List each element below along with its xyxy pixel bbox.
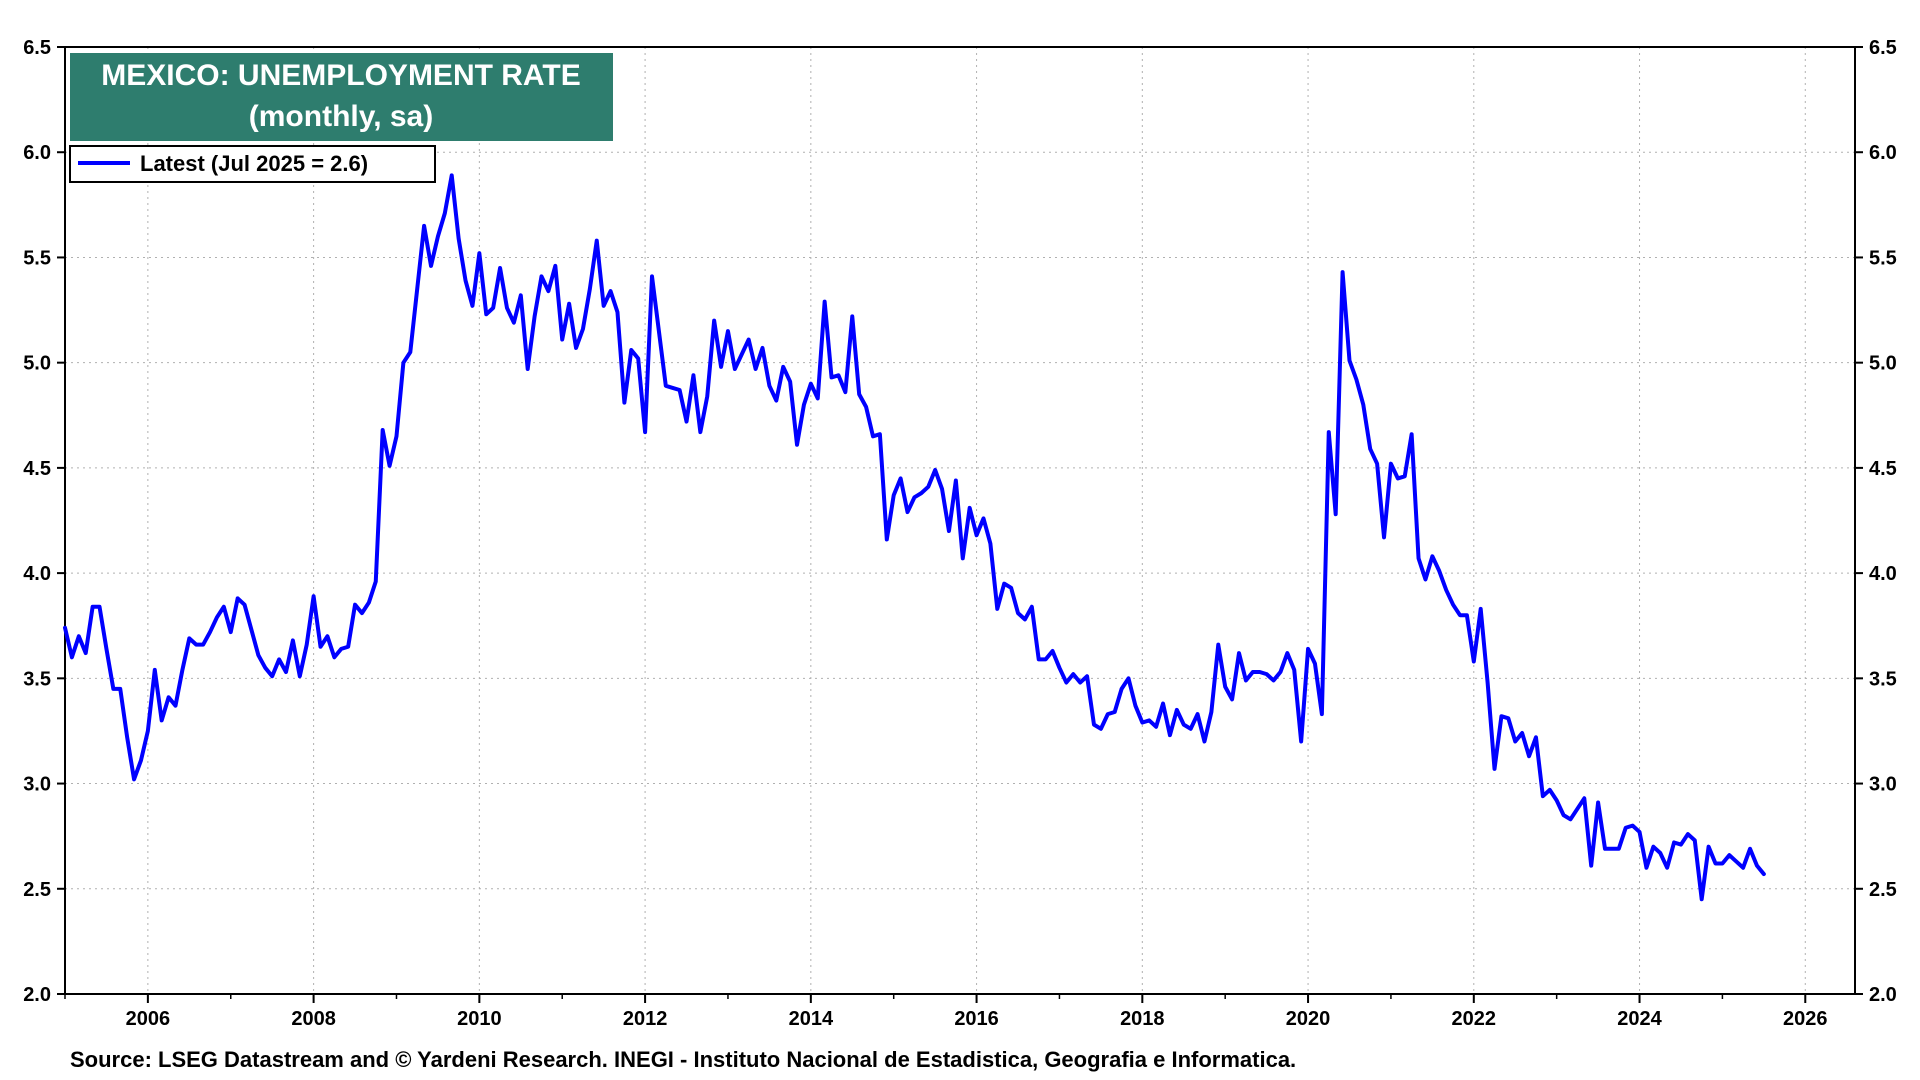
legend: Latest (Jul 2025 = 2.6) — [69, 145, 436, 183]
y-tick-label-right: 3.0 — [1869, 774, 1897, 796]
x-tick-label: 2024 — [1617, 1008, 1662, 1030]
y-tick-label-left: 4.5 — [23, 458, 51, 480]
x-tick-label: 2020 — [1286, 1008, 1331, 1030]
chart-title: MEXICO: UNEMPLOYMENT RATE — [101, 59, 580, 92]
y-tick-label-right: 6.0 — [1869, 142, 1897, 164]
plot-frame — [64, 46, 1856, 995]
y-tick-label-left: 2.0 — [23, 984, 51, 1006]
y-tick-label-right: 2.5 — [1869, 879, 1897, 901]
grid-lines — [65, 47, 1855, 994]
y-tick-label-left: 3.0 — [23, 774, 51, 796]
x-axis: 2006 2008 2010 2012 2014 2016 2018 2020 2022 2024… — [64, 994, 1828, 1030]
x-tick-label: 2010 — [457, 1008, 502, 1030]
series-layer — [63, 173, 1766, 902]
legend-entry-latest: Latest (Jul 2025 = 2.6) — [140, 151, 368, 176]
y-tick-label-left: 6.5 — [23, 37, 51, 59]
y-tick-label-left: 5.0 — [23, 353, 51, 375]
y-tick-label-left: 2.5 — [23, 879, 51, 901]
y-tick-label-right: 5.5 — [1869, 247, 1897, 269]
series-line-0 — [63, 173, 1766, 902]
y-tick-label-right: 6.5 — [1869, 37, 1897, 59]
y-tick-label-right: 3.5 — [1869, 668, 1897, 690]
y-tick-label-left: 6.0 — [23, 142, 51, 164]
x-tick-label: 2014 — [789, 1008, 834, 1030]
x-tick-label: 2026 — [1783, 1008, 1828, 1030]
source-note: Source: LSEG Datastream and © Yardeni Re… — [70, 1047, 1296, 1072]
x-tick-label: 2006 — [126, 1008, 171, 1030]
y-tick-label-right: 5.0 — [1869, 353, 1897, 375]
x-tick-label: 2016 — [954, 1008, 999, 1030]
y-tick-label-left: 4.0 — [23, 563, 51, 585]
legend-box — [69, 145, 436, 183]
x-tick-label: 2008 — [291, 1008, 336, 1030]
title-box: MEXICO: UNEMPLOYMENT RATE (monthly, sa) — [70, 53, 613, 141]
plot-border — [64, 46, 1856, 995]
y-tick-label-right: 4.5 — [1869, 458, 1897, 480]
title-background — [70, 53, 613, 141]
y-tick-label-right: 4.0 — [1869, 563, 1897, 585]
y-tick-label-left: 3.5 — [23, 668, 51, 690]
x-tick-label: 2012 — [623, 1008, 668, 1030]
y-tick-label-left: 5.5 — [23, 247, 51, 269]
y-axis-right: 2.0 2.5 3.0 3.5 4.0 4.5 5.0 5.5 6.0 6.5 — [1855, 37, 1897, 1006]
x-tick-label: 2022 — [1452, 1008, 1497, 1030]
x-tick-label: 2018 — [1120, 1008, 1165, 1030]
y-tick-label-right: 2.0 — [1869, 984, 1897, 1006]
y-axis-left: 2.0 2.5 3.0 3.5 4.0 4.5 5.0 5.5 6.0 6.5 — [23, 37, 65, 1006]
chart-subtitle: (monthly, sa) — [249, 100, 433, 133]
